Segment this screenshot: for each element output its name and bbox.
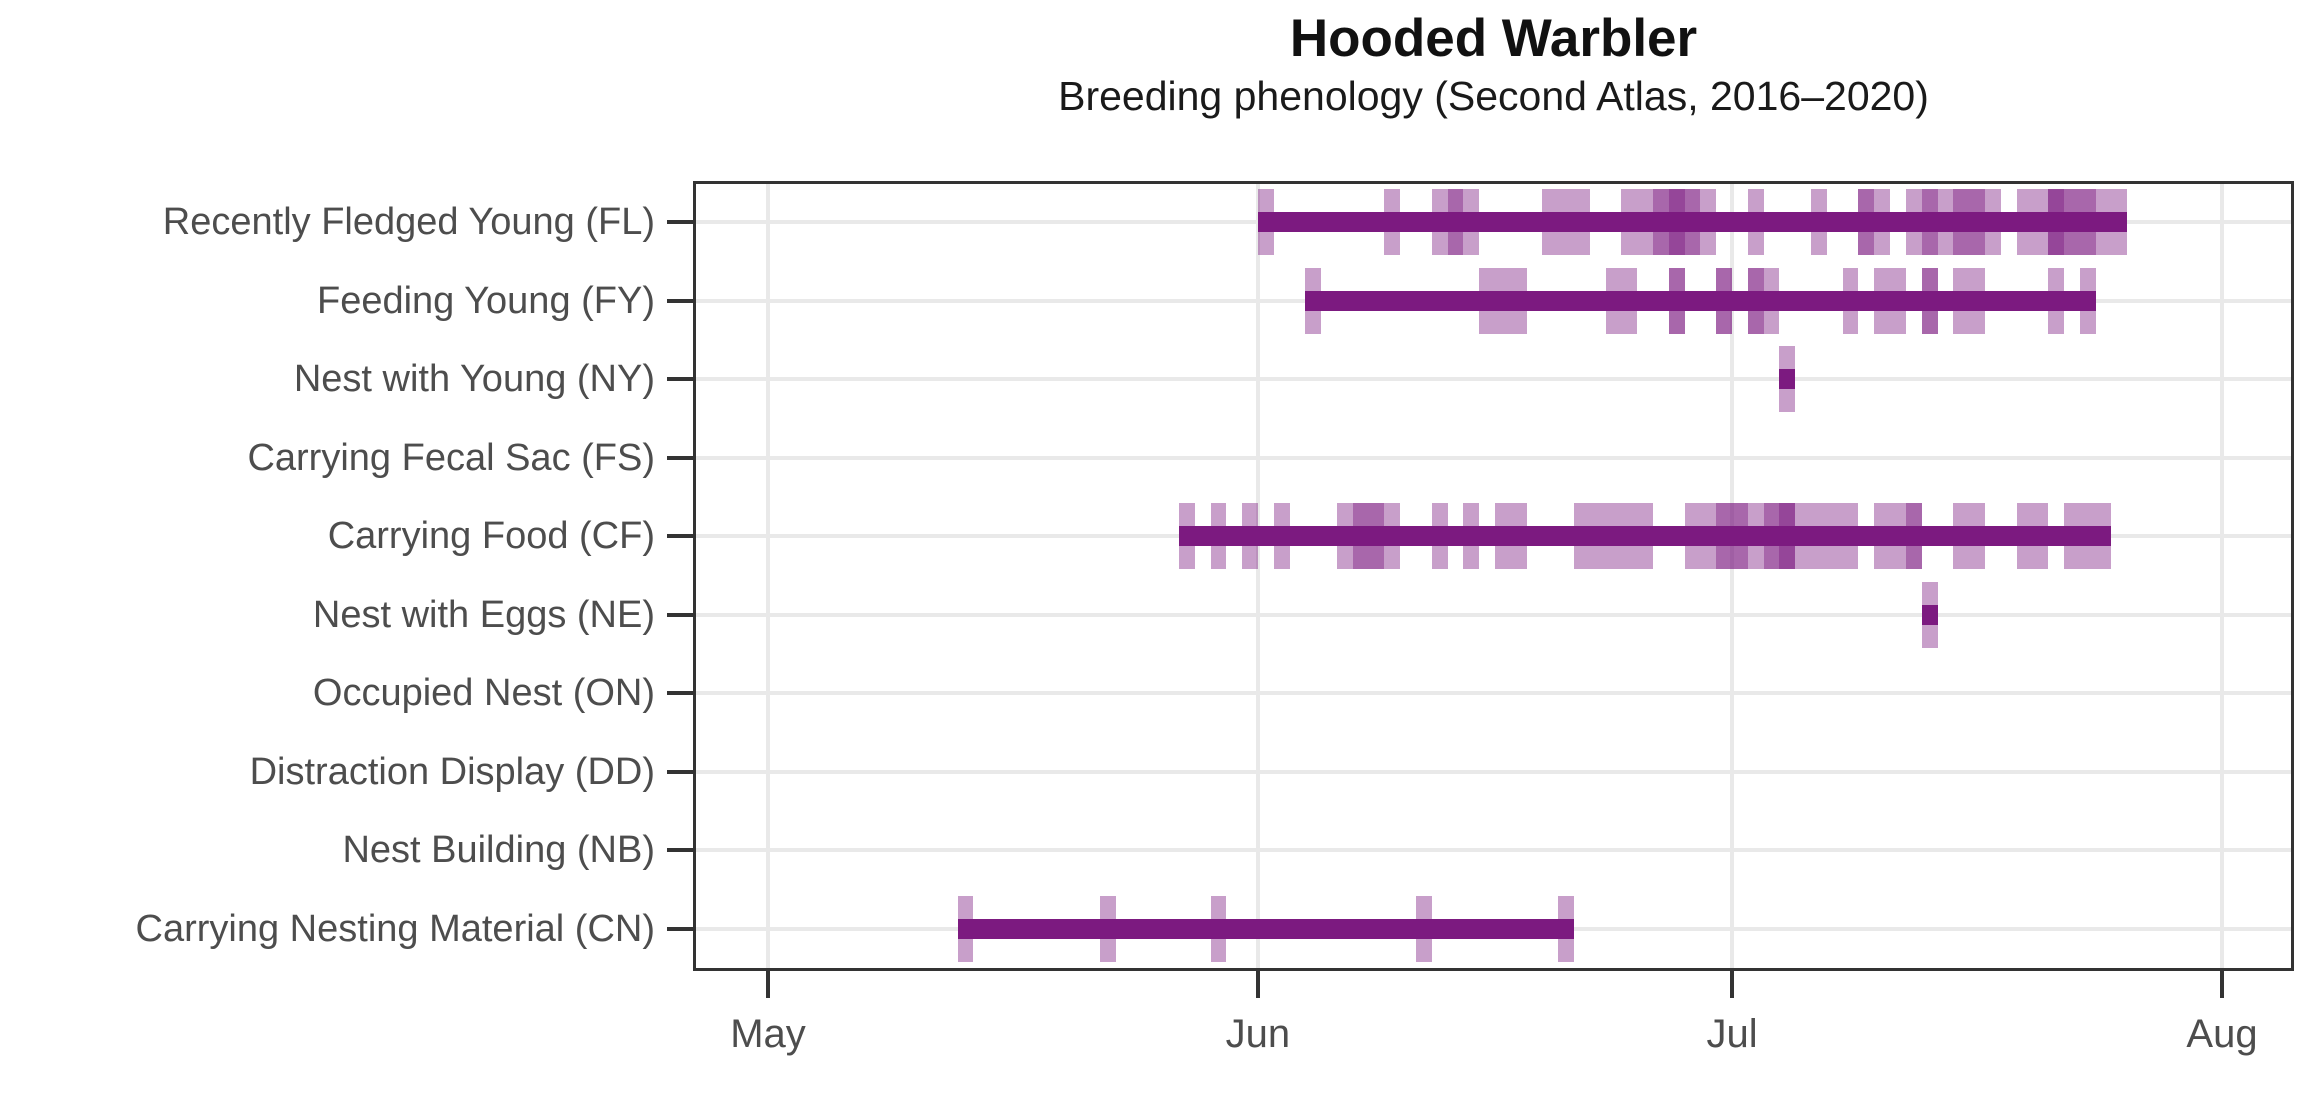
month-gridline [766, 183, 770, 968]
y-axis-tick [667, 220, 695, 225]
y-axis-tick [667, 612, 695, 617]
month-gridline [1730, 183, 1735, 968]
y-axis-label: Nest with Eggs (NE) [312, 593, 655, 636]
y-axis-tick [667, 455, 695, 460]
y-axis-tick [667, 848, 695, 853]
month-gridline [2219, 183, 2224, 968]
y-axis-label: Nest Building (NB) [342, 829, 655, 872]
y-axis-label: Recently Fledged Young (FL) [162, 201, 655, 244]
x-axis-tick [1255, 968, 1260, 998]
range-bar-CN [957, 918, 1574, 939]
y-axis-label: Distraction Display (DD) [249, 750, 655, 793]
x-axis-label: Jul [1706, 1012, 1758, 1056]
row-gridline [695, 691, 2292, 696]
y-axis-tick [667, 534, 695, 539]
x-axis-label: May [730, 1012, 806, 1056]
range-bar-NY [1779, 369, 1796, 390]
y-axis-tick [667, 769, 695, 774]
y-axis-label: Carrying Fecal Sac (FS) [247, 436, 655, 479]
y-axis-tick [667, 926, 695, 931]
range-bar-FY [1305, 290, 2096, 311]
x-axis-label: Aug [2186, 1012, 2258, 1056]
y-axis-label: Occupied Nest (ON) [312, 672, 655, 715]
y-axis-label: Nest with Young (NY) [293, 358, 655, 401]
x-axis-label: Jun [1225, 1012, 1291, 1056]
row-gridline [695, 769, 2292, 774]
x-axis-tick [766, 968, 770, 998]
y-axis-tick [667, 298, 695, 303]
row-gridline [695, 455, 2292, 460]
range-bar-NE [1921, 604, 1938, 625]
range-bar-CF [1178, 526, 2112, 547]
range-bar-FL [1257, 212, 2128, 233]
x-axis-tick [1730, 968, 1735, 998]
y-axis-label: Feeding Young (FY) [316, 279, 655, 322]
row-gridline [695, 848, 2292, 853]
month-gridline [1255, 183, 1260, 968]
row-gridline [695, 612, 2292, 617]
y-axis-label: Carrying Nesting Material (CN) [135, 907, 655, 950]
chart-title: Hooded Warbler [1289, 9, 1698, 68]
y-axis-tick [667, 377, 695, 382]
x-axis-tick [2219, 968, 2224, 998]
row-gridline [695, 377, 2292, 382]
chart-subtitle: Breeding phenology (Second Atlas, 2016–2… [1058, 73, 1929, 119]
y-axis-tick [667, 691, 695, 696]
y-axis-label: Carrying Food (CF) [327, 515, 655, 558]
